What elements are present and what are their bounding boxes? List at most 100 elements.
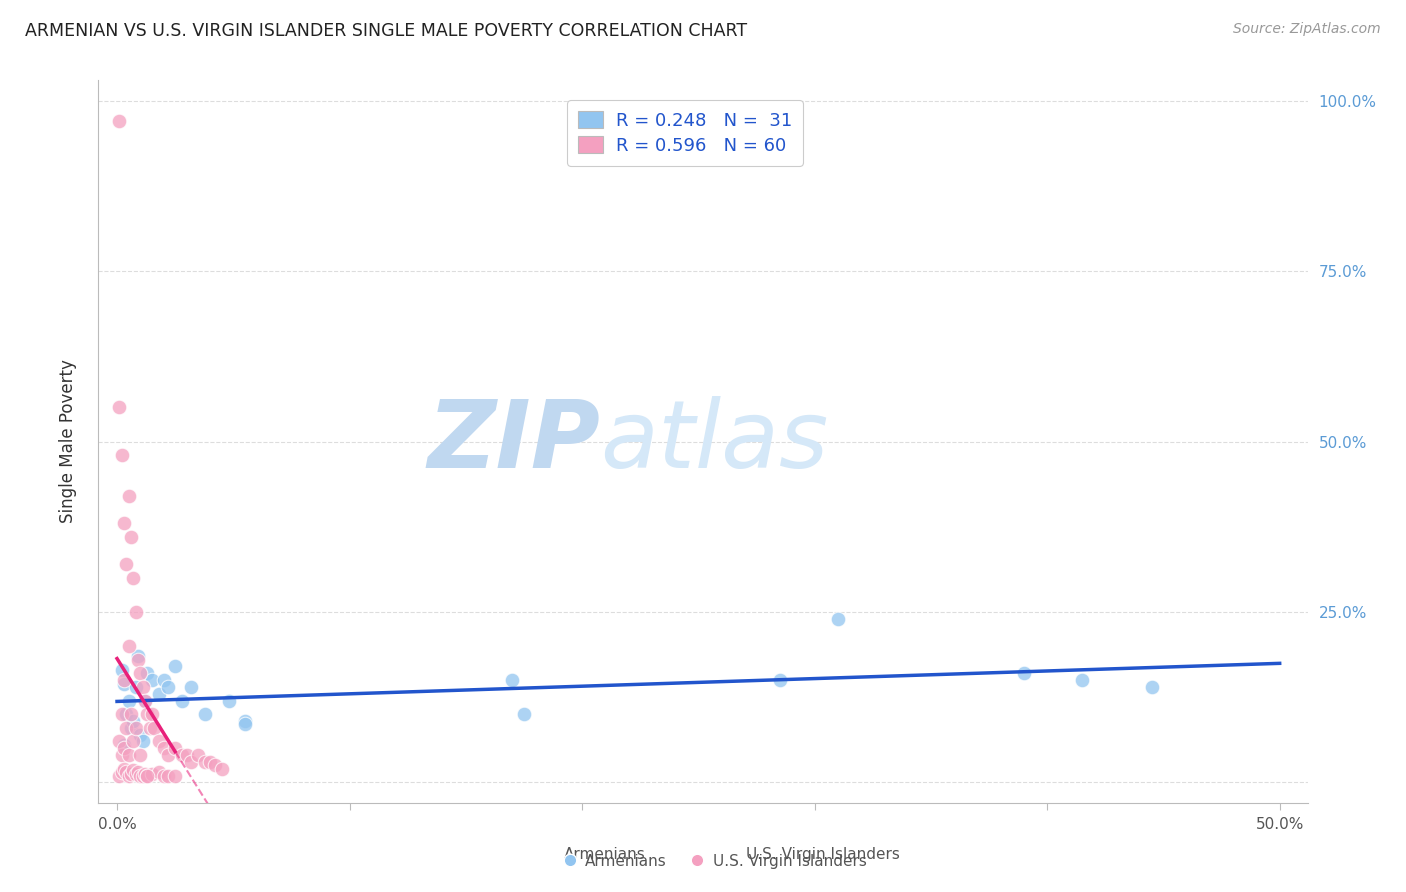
Point — [127, 653, 149, 667]
Point — [118, 748, 141, 763]
Point — [204, 758, 226, 772]
Point — [127, 765, 149, 780]
Point — [233, 717, 256, 731]
Point — [131, 768, 153, 782]
Point — [157, 680, 180, 694]
Point — [112, 673, 135, 687]
Point — [122, 734, 145, 748]
Point — [131, 680, 153, 694]
Point — [180, 680, 202, 694]
Point — [111, 748, 134, 763]
Point — [120, 707, 142, 722]
Point — [124, 680, 146, 694]
Point — [136, 666, 159, 681]
Point — [157, 748, 180, 763]
Point — [172, 748, 194, 763]
Point — [108, 401, 131, 415]
Point — [165, 768, 187, 782]
Point — [111, 448, 134, 462]
Point — [218, 693, 240, 707]
Point — [115, 721, 138, 735]
Point — [112, 741, 135, 756]
Point — [122, 763, 145, 777]
Point — [115, 558, 138, 572]
Point — [165, 659, 187, 673]
Point — [115, 707, 138, 722]
Point — [112, 738, 135, 752]
Point — [127, 649, 149, 664]
Point — [211, 762, 233, 776]
Point — [118, 489, 141, 503]
Point — [112, 516, 135, 531]
Point — [118, 693, 141, 707]
Text: Source: ZipAtlas.com: Source: ZipAtlas.com — [1233, 22, 1381, 37]
Point — [129, 728, 152, 742]
Point — [129, 768, 152, 782]
Point — [141, 707, 163, 722]
Point — [120, 530, 142, 544]
Point — [129, 666, 152, 681]
Point — [198, 755, 221, 769]
Point — [176, 748, 198, 763]
Point — [148, 765, 170, 780]
Point — [148, 734, 170, 748]
Point — [141, 767, 163, 781]
Point — [187, 748, 209, 763]
Point — [122, 714, 145, 728]
Point — [233, 714, 256, 728]
Point — [120, 721, 142, 735]
Point — [148, 687, 170, 701]
Point — [122, 571, 145, 585]
Point — [513, 707, 536, 722]
Point — [1071, 673, 1094, 687]
Point — [134, 693, 156, 707]
Point — [157, 768, 180, 782]
Point — [108, 734, 131, 748]
Point — [1140, 680, 1163, 694]
Legend: R = 0.248   N =  31, R = 0.596   N = 60: R = 0.248 N = 31, R = 0.596 N = 60 — [567, 100, 803, 166]
Point — [180, 755, 202, 769]
Point — [108, 114, 131, 128]
Point — [111, 707, 134, 722]
Point — [1012, 666, 1035, 681]
Point — [111, 663, 134, 677]
Text: atlas: atlas — [600, 396, 828, 487]
Point — [138, 721, 160, 735]
Point — [827, 612, 849, 626]
Text: Armenians: Armenians — [564, 847, 645, 862]
Point — [501, 673, 523, 687]
Point — [108, 768, 131, 782]
Point — [131, 734, 153, 748]
Point — [134, 693, 156, 707]
Text: U.S. Virgin Islanders: U.S. Virgin Islanders — [745, 847, 900, 862]
Text: ARMENIAN VS U.S. VIRGIN ISLANDER SINGLE MALE POVERTY CORRELATION CHART: ARMENIAN VS U.S. VIRGIN ISLANDER SINGLE … — [25, 22, 748, 40]
Point — [194, 755, 217, 769]
Point — [141, 673, 163, 687]
Point — [118, 639, 141, 653]
Point — [143, 721, 166, 735]
Point — [165, 741, 187, 756]
Point — [152, 768, 174, 782]
Text: ZIP: ZIP — [427, 395, 600, 488]
Point — [118, 768, 141, 782]
Y-axis label: Single Male Poverty: Single Male Poverty — [59, 359, 77, 524]
Point — [136, 768, 159, 782]
Point — [152, 741, 174, 756]
Point — [124, 721, 146, 735]
Point — [124, 767, 146, 781]
Point — [194, 707, 217, 722]
Point — [129, 748, 152, 763]
Point — [112, 762, 135, 776]
Point — [769, 673, 792, 687]
Point — [172, 693, 194, 707]
Point — [115, 765, 138, 780]
Point — [152, 673, 174, 687]
Point — [112, 676, 135, 690]
Legend: Armenians, U.S. Virgin Islanders: Armenians, U.S. Virgin Islanders — [555, 848, 873, 875]
Point — [136, 707, 159, 722]
Point — [134, 767, 156, 781]
Point — [136, 768, 159, 782]
Point — [111, 765, 134, 780]
Point — [120, 767, 142, 781]
Point — [124, 605, 146, 619]
